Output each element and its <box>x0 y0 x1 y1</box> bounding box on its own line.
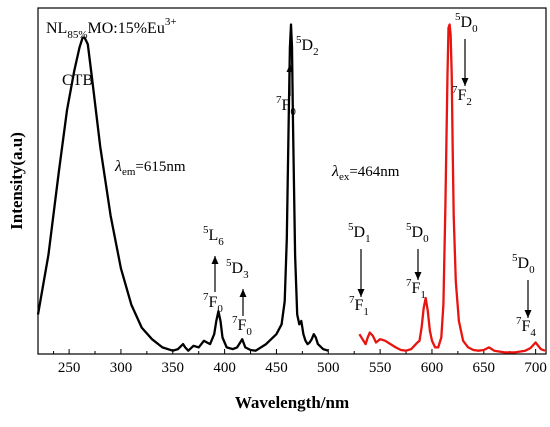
x-tick-label: 700 <box>524 360 547 376</box>
transition-lower-level: 7F4 <box>516 315 536 339</box>
lambda-ex-label: λex=464nm <box>331 163 400 183</box>
transition-upper-level: 5D1 <box>348 221 371 245</box>
sample-composition-label: NL85%MO:15%Eu3+ <box>46 16 177 41</box>
lambda-ex-sub: ex <box>339 171 350 183</box>
transition-arrow-head <box>461 78 469 86</box>
transition-upper-level: 5D0 <box>455 11 478 35</box>
x-tick-label: 600 <box>421 360 444 376</box>
transition-lower-level: 7F1 <box>406 277 426 301</box>
series-layer <box>36 23 546 354</box>
annotations-layer: 5L67F05D37F05D27F05D17F15D07F15D07F25D07… <box>203 11 536 339</box>
x-axis: 250 300 350 400 450 500 550 600 650 700 <box>53 349 547 376</box>
x-tick-label: 550 <box>369 360 392 376</box>
transition-arrow-head <box>357 289 365 297</box>
transition-upper-level: 5L6 <box>203 224 224 248</box>
x-tick-label: 250 <box>58 360 81 376</box>
transition-arrow-head <box>211 256 219 264</box>
transition-arrow-head <box>524 310 532 318</box>
x-tick-label: 400 <box>213 360 236 376</box>
x-tick-label: 450 <box>265 360 288 376</box>
transition-lower-level: 7F2 <box>452 84 472 108</box>
transition-lower-level: 7F0 <box>232 314 252 338</box>
x-axis-label: Wavelength/nm <box>235 393 349 412</box>
lambda-em-symbol: λ <box>114 158 122 175</box>
transition-upper-level: 5D0 <box>512 252 535 276</box>
x-tick-label: 500 <box>317 360 340 376</box>
plot-frame <box>37 7 547 355</box>
transition-lower-level: 7F0 <box>203 291 223 315</box>
lambda-ex-value: =464nm <box>349 164 399 180</box>
sample-label-sub: 85% <box>67 29 87 41</box>
x-tick-label: 300 <box>110 360 133 376</box>
sample-label-rest: MO:15%Eu <box>88 20 165 37</box>
transition-lower-level: 7F1 <box>349 294 369 318</box>
sample-label-base: NL <box>46 20 67 37</box>
transition-arrow-head <box>239 289 247 297</box>
ctb-label: CTB <box>62 72 93 89</box>
lambda-em-value: =615nm <box>135 159 185 175</box>
lambda-em-label: λem=615nm <box>114 158 186 178</box>
transition-upper-level: 5D0 <box>406 221 429 245</box>
transition-upper-level: 5D2 <box>296 34 319 58</box>
transition-upper-level: 5D3 <box>226 257 249 281</box>
transition-arrow-head <box>414 272 422 280</box>
transition-arrow-head <box>286 64 294 72</box>
y-axis-label: Intensity(a.u) <box>7 132 26 230</box>
x-tick-label: 650 <box>473 360 496 376</box>
excitation-spectrum-line <box>36 23 329 352</box>
sample-label-sup: 3+ <box>165 16 177 28</box>
x-tick-label: 350 <box>162 360 185 376</box>
transition-lower-level: 7F0 <box>276 94 296 118</box>
emission-spectrum-line <box>358 23 546 354</box>
lambda-ex-symbol: λ <box>331 163 339 180</box>
lambda-em-sub: em <box>122 166 136 178</box>
